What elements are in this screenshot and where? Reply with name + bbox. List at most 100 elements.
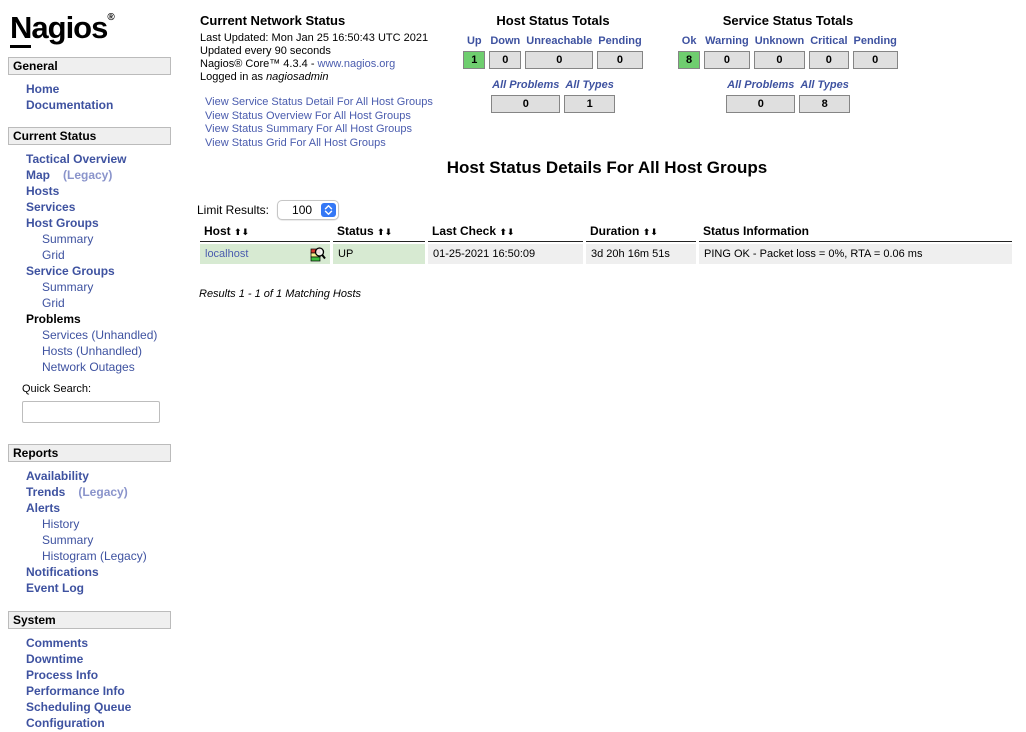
host-totals-value-unreachable: 0 — [525, 51, 594, 69]
sidebar-item-alerts[interactable]: Alerts — [26, 501, 61, 515]
logged-in-user: nagiosadmin — [266, 71, 329, 83]
sidebar-item-hosts[interactable]: Hosts — [26, 184, 60, 198]
service-totals-label-ok[interactable]: Ok — [681, 35, 697, 47]
limit-results-value: 100 — [292, 203, 313, 217]
sidebar-item-performance-info[interactable]: Performance Info — [26, 684, 125, 698]
sidebar-item-home[interactable]: Home — [26, 82, 60, 96]
service-totals-label-all-problems[interactable]: All Problems — [727, 79, 795, 91]
sort-arrows-last-check[interactable]: ⬆⬇ — [499, 228, 515, 238]
sidebar-item-availability[interactable]: Availability — [26, 469, 89, 483]
link-status-overview[interactable]: View Status Overview For All Host Groups — [205, 109, 411, 122]
last-check-cell: 01-25-2021 16:50:09 — [428, 244, 583, 264]
service-totals-value-all-types: 8 — [799, 95, 850, 113]
sidebar-item-trends-legacy[interactable]: (Legacy) — [78, 485, 128, 499]
section-header-reports: Reports — [8, 444, 171, 462]
sort-arrows-host[interactable]: ⬆⬇ — [234, 228, 250, 238]
view-links: View Service Status Detail For All Host … — [205, 96, 480, 150]
sidebar-item-documentation[interactable]: Documentation — [26, 98, 114, 112]
sidebar-item-event-log[interactable]: Event Log — [26, 581, 85, 595]
sidebar-item-servicegroup-summary[interactable]: Summary — [42, 280, 94, 294]
host-totals-title: Host Status Totals — [496, 13, 610, 28]
sidebar-item-hostgroup-summary[interactable]: Summary — [42, 232, 94, 246]
service-totals-label-warning[interactable]: Warning — [705, 35, 749, 47]
section-header-current-status: Current Status — [8, 127, 171, 145]
sidebar-section-current-status: Current Status Tactical Overview Map (Leg… — [8, 127, 171, 423]
service-totals-label-critical[interactable]: Critical — [810, 35, 848, 47]
quick-search-input[interactable] — [22, 401, 160, 423]
sidebar-item-configuration[interactable]: Configuration — [26, 716, 105, 730]
sidebar-item-hosts-unhandled[interactable]: Hosts (Unhandled) — [42, 344, 143, 358]
link-service-status-detail[interactable]: View Service Status Detail For All Host … — [205, 96, 433, 108]
duration-cell: 3d 20h 16m 51s — [586, 244, 696, 264]
sort-arrows-status[interactable]: ⬆⬇ — [377, 228, 393, 238]
host-totals-table: Up Down Unreachable Pending 1 0 0 0 — [459, 29, 646, 71]
logo-rest: agios — [31, 10, 108, 45]
status-cell: UP — [333, 244, 425, 264]
sidebar-item-map-legacy[interactable]: (Legacy) — [63, 168, 113, 182]
nagios-org-link[interactable]: www.nagios.org — [317, 58, 396, 70]
column-header-duration: Duration ⬆⬇ — [586, 222, 696, 242]
table-row: localhost UP 01-25-2021 16:50:09 3d 20h … — [200, 244, 1012, 264]
sidebar-item-alert-histogram[interactable]: Histogram (Legacy) — [42, 549, 147, 563]
nagios-logo: Nagios® — [10, 10, 171, 48]
column-header-status: Status ⬆⬇ — [333, 222, 425, 242]
host-totals-label-all-problems[interactable]: All Problems — [492, 79, 560, 91]
host-status-table: Host ⬆⬇ Status ⬆⬇ Last Check ⬆⬇ Duration… — [197, 220, 1015, 266]
host-totals-value-all-problems: 0 — [491, 95, 561, 113]
host-status-totals: Host Status Totals Up Down Unreachable P… — [446, 13, 660, 115]
section-header-system: System — [8, 611, 171, 629]
sidebar-item-network-outages[interactable]: Network Outages — [42, 360, 135, 374]
host-totals-label-unreachable[interactable]: Unreachable — [526, 35, 593, 47]
service-totals-label-all-types[interactable]: All Types — [800, 79, 849, 91]
version-prefix: Nagios® Core™ 4.3.4 - — [200, 58, 318, 70]
sidebar-item-tactical-overview[interactable]: Tactical Overview — [26, 152, 127, 166]
host-totals-value-all-types: 1 — [564, 95, 615, 113]
sidebar-item-hostgroup-grid[interactable]: Grid — [42, 248, 65, 262]
host-totals-label-up[interactable]: Up — [466, 35, 482, 47]
sidebar-item-notifications[interactable]: Notifications — [26, 565, 99, 579]
link-status-summary[interactable]: View Status Summary For All Host Groups — [205, 123, 413, 135]
sidebar-item-downtime[interactable]: Downtime — [26, 652, 84, 666]
column-header-status-information: Status Information — [699, 222, 1012, 242]
sidebar-item-services-unhandled[interactable]: Services (Unhandled) — [42, 328, 158, 342]
sidebar-item-alert-summary[interactable]: Summary — [42, 533, 94, 547]
registered-mark: ® — [107, 12, 115, 23]
select-stepper-icon — [321, 203, 337, 217]
host-totals-value-down: 0 — [489, 51, 522, 69]
host-cell: localhost — [200, 244, 330, 264]
sidebar-item-map[interactable]: Map — [26, 168, 50, 182]
host-totals-label-down[interactable]: Down — [490, 35, 521, 47]
sidebar-item-services[interactable]: Services — [26, 200, 76, 214]
host-totals-summary-table: All Problems All Types 0 1 — [487, 73, 619, 115]
limit-results-select[interactable]: 100 — [277, 200, 340, 220]
sidebar-item-service-groups[interactable]: Service Groups — [26, 264, 115, 278]
service-totals-value-unknown: 0 — [753, 51, 806, 69]
sidebar-item-servicegroup-grid[interactable]: Grid — [42, 296, 65, 310]
limit-results-row: Limit Results: 100 — [197, 200, 340, 220]
host-link[interactable]: localhost — [205, 248, 249, 260]
sidebar-item-alert-history[interactable]: History — [42, 517, 80, 531]
service-status-totals: Service Status Totals Ok Warning Unknown… — [664, 13, 912, 115]
network-status-panel: Current Network Status Last Updated: Mon… — [200, 13, 480, 150]
sidebar-item-host-groups[interactable]: Host Groups — [26, 216, 99, 230]
sidebar-item-trends[interactable]: Trends — [26, 485, 66, 499]
sidebar: Nagios® General Home Documentation Curre… — [8, 8, 171, 732]
host-totals-label-all-types[interactable]: All Types — [565, 79, 614, 91]
sidebar-item-process-info[interactable]: Process Info — [26, 668, 99, 682]
service-totals-label-unknown[interactable]: Unknown — [754, 35, 805, 47]
column-header-last-check: Last Check ⬆⬇ — [428, 222, 583, 242]
version-text: Nagios® Core™ 4.3.4 - www.nagios.org — [200, 58, 480, 71]
host-totals-value-pending: 0 — [597, 51, 643, 69]
service-totals-summary-table: All Problems All Types 0 8 — [722, 73, 854, 115]
service-totals-value-warning: 0 — [704, 51, 750, 69]
service-totals-label-pending[interactable]: Pending — [853, 35, 897, 47]
logged-in-prefix: Logged in as — [200, 71, 267, 83]
sidebar-item-comments[interactable]: Comments — [26, 636, 89, 650]
host-extinfo-icon[interactable] — [310, 246, 326, 265]
sort-arrows-duration[interactable]: ⬆⬇ — [642, 228, 658, 238]
sidebar-item-scheduling-queue[interactable]: Scheduling Queue — [26, 700, 132, 714]
service-totals-table: Ok Warning Unknown Critical Pending 8 0 … — [674, 29, 902, 71]
host-totals-label-pending[interactable]: Pending — [598, 35, 642, 47]
link-status-grid[interactable]: View Status Grid For All Host Groups — [205, 136, 386, 149]
